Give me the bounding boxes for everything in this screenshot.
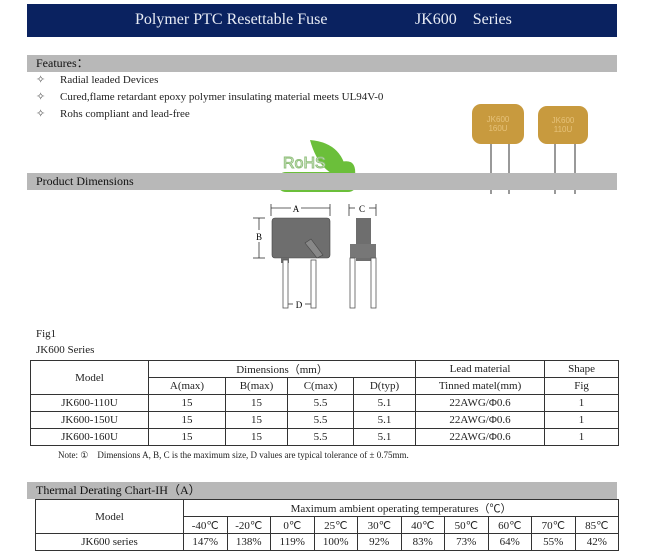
col-model: Model xyxy=(35,499,184,534)
col-fig: Fig xyxy=(544,377,620,395)
col-lead-sub: Tinned matel(mm) xyxy=(415,377,546,395)
table-row: JK600-110U 15 15 5.5 5.1 22AWG/Φ0.6 1 xyxy=(30,394,620,412)
table-cell: 1 xyxy=(544,428,620,446)
table-cell: Radial leaded Devices xyxy=(60,74,159,86)
thermal-table: Model Maximum ambient operating temperatu… xyxy=(35,499,620,551)
col-a: A(max) xyxy=(148,377,226,395)
table-cell: JK600-160U xyxy=(30,428,149,446)
label-d: D xyxy=(296,300,303,310)
table-cell: 40℃ xyxy=(400,516,445,534)
table-cell: 60℃ xyxy=(487,516,532,534)
table-cell: 30℃ xyxy=(357,516,402,534)
table-cell: 73% xyxy=(444,533,489,551)
table-cell: 1 xyxy=(544,411,620,429)
fig-label: Fig1 xyxy=(36,328,57,340)
table-row: JK600-150U 15 15 5.5 5.1 22AWG/Φ0.6 1 xyxy=(30,411,620,429)
table-cell: 5.5 xyxy=(287,428,354,446)
series-title: JK600 Series xyxy=(415,11,512,28)
svg-text:160U: 160U xyxy=(488,124,507,133)
table-cell: 5.5 xyxy=(287,394,354,412)
col-lead: Lead material xyxy=(415,360,546,378)
table-cell: 22AWG/Φ0.6 xyxy=(415,428,546,446)
features-heading: Features： xyxy=(27,55,617,72)
table-row: JK600-160U 15 15 5.5 5.1 22AWG/Φ0.6 1 xyxy=(30,428,620,446)
table-cell: 138% xyxy=(226,533,271,551)
thermal-heading: Thermal Derating Chart-IH（A） xyxy=(27,482,617,499)
table-cell: 50℃ xyxy=(444,516,489,534)
table-cell: 0℃ xyxy=(270,516,315,534)
table-row: JK600 series 147% 138% 119% 100% 92% 83% 73% 64%… xyxy=(35,533,620,551)
svg-text:JK600: JK600 xyxy=(487,115,510,124)
table-cell: -20℃ xyxy=(226,516,271,534)
diamond-star-icon: ✧ xyxy=(36,108,46,120)
diamond-star-icon: ✧ xyxy=(36,74,46,86)
table-cell: 25℃ xyxy=(313,516,358,534)
dimensions-table: Model Dimensions（mm） Lead material Shape A(… xyxy=(30,360,620,446)
table-cell: 42% xyxy=(574,533,620,551)
table-cell: 15 xyxy=(148,428,226,446)
col-shape: Shape xyxy=(544,360,620,378)
table-cell: 83% xyxy=(400,533,445,551)
table-cell: 5.1 xyxy=(352,394,417,412)
table-cell: JK600-150U xyxy=(30,411,149,429)
table-cell: 15 xyxy=(148,394,226,412)
label-b: B xyxy=(256,232,262,242)
table-cell: 100% xyxy=(313,533,358,551)
svg-text:JK600: JK600 xyxy=(552,116,575,125)
table-cell: 1 xyxy=(544,394,620,412)
dimension-diagram: A B D C xyxy=(253,204,377,310)
table-cell: 70℃ xyxy=(531,516,576,534)
dimensions-note: Note: ① Dimensions A, B, C is the maximu… xyxy=(58,450,409,460)
label-a: A xyxy=(293,204,300,214)
col-b: B(max) xyxy=(225,377,288,395)
table-cell: 5.1 xyxy=(352,411,417,429)
table-cell: 5.5 xyxy=(287,411,354,429)
table-cell: 147% xyxy=(183,533,228,551)
feature-item: ✧ Rohs compliant and lead-free xyxy=(36,107,190,120)
table-cell: 22AWG/Φ0.6 xyxy=(415,394,546,412)
table-cell: JK600 series xyxy=(35,533,184,551)
table-cell: 55% xyxy=(531,533,576,551)
table-cell: 92% xyxy=(357,533,402,551)
col-model: Model xyxy=(30,360,149,395)
col-temps: Maximum ambient operating temperatures（℃… xyxy=(182,499,620,517)
table-cell: 15 xyxy=(225,411,288,429)
product-photo: JK600 160U JK600 110U xyxy=(472,104,588,194)
diamond-star-icon: ✧ xyxy=(36,91,46,103)
table-cell: 119% xyxy=(270,533,315,551)
col-dimensions: Dimensions（mm） xyxy=(147,360,417,378)
title-banner: Polymer PTC Resettable Fuse JK600 Series xyxy=(27,4,617,37)
table-cell: -40℃ xyxy=(183,516,228,534)
table-cell: 64% xyxy=(487,533,532,551)
col-d: D(typ) xyxy=(352,377,417,395)
table-cell: Rohs compliant and lead-free xyxy=(60,108,190,120)
table-cell: 15 xyxy=(225,394,288,412)
product-dimensions-heading: Product Dimensions xyxy=(27,173,617,190)
table-cell: Cured,flame retardant epoxy polymer insu… xyxy=(60,91,384,103)
table-cell: JK600-110U xyxy=(30,394,149,412)
feature-item: ✧ Cured,flame retardant epoxy polymer ins… xyxy=(36,90,383,103)
page-title: Polymer PTC Resettable Fuse xyxy=(135,11,328,28)
table-cell: 85℃ xyxy=(574,516,620,534)
table-cell: 5.1 xyxy=(352,428,417,446)
col-c: C(max) xyxy=(287,377,354,395)
table-cell: 15 xyxy=(148,411,226,429)
series-label: JK600 Series xyxy=(36,344,95,356)
table-cell: 22AWG/Φ0.6 xyxy=(415,411,546,429)
svg-text:110U: 110U xyxy=(554,125,573,134)
feature-item: ✧ Radial leaded Devices xyxy=(36,73,158,86)
svg-text:RoHS: RoHS xyxy=(283,155,326,172)
table-cell: 15 xyxy=(225,428,288,446)
label-c: C xyxy=(359,204,365,214)
